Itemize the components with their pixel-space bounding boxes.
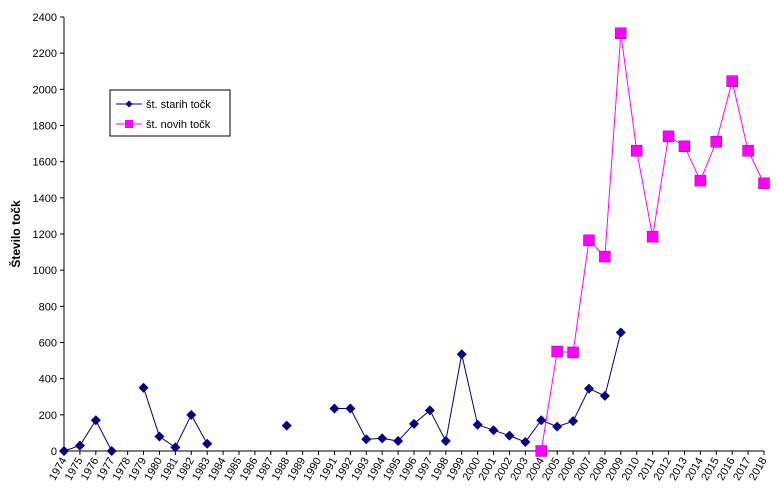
data-point (409, 418, 419, 429)
y-tick-label: 1200 (33, 229, 57, 241)
data-point (678, 140, 691, 153)
data-point (74, 440, 85, 451)
data-point (536, 415, 547, 426)
series-marks (59, 27, 770, 457)
legend-marker (125, 100, 133, 108)
data-point (662, 130, 675, 143)
data-point (138, 382, 149, 393)
y-tick-labels: 0 200 400 600 800 1000 1200 1400 1600 1800 2000 220… (33, 12, 57, 458)
data-point (170, 442, 181, 453)
data-point (599, 250, 611, 263)
legend-label: št. novih točk (146, 119, 211, 131)
data-point (615, 327, 626, 338)
data-point (552, 421, 563, 432)
data-point (440, 436, 451, 447)
y-tick-label: 2400 (33, 12, 57, 24)
legend-box (109, 89, 231, 137)
data-point (551, 345, 563, 358)
data-point (599, 390, 610, 401)
y-tick-label: 600 (39, 338, 57, 350)
data-point (488, 425, 499, 436)
data-point (59, 446, 69, 456)
data-point (630, 145, 643, 157)
data-point (377, 433, 388, 444)
data-point (106, 446, 117, 456)
axes (60, 16, 765, 455)
series-line (143, 387, 208, 449)
data-point (742, 145, 754, 157)
legend: št. starih točk št. novih točk (109, 89, 231, 137)
data-point (535, 445, 548, 457)
data-point (186, 409, 197, 420)
data-point (710, 136, 723, 148)
data-point (504, 430, 515, 441)
data-point (281, 420, 292, 431)
y-tick-label: 400 (39, 374, 57, 386)
data-point (345, 403, 356, 414)
y-tick-label: 1400 (33, 193, 57, 205)
data-point (472, 419, 483, 430)
data-point (694, 174, 707, 187)
data-point (90, 415, 101, 426)
data-point (615, 27, 627, 40)
data-point (583, 234, 595, 247)
legend-marker (125, 120, 133, 128)
y-axis-label: Število točk (8, 200, 23, 268)
series-line (63, 419, 113, 452)
data-point (568, 416, 579, 427)
data-point (758, 177, 770, 190)
data-point (393, 436, 404, 447)
data-point (361, 434, 372, 445)
y-tick-label: 1800 (33, 121, 57, 133)
data-point (424, 405, 435, 416)
y-tick-label: 200 (39, 410, 57, 422)
data-point (520, 436, 531, 447)
data-point (202, 438, 213, 449)
data-point (726, 75, 738, 87)
y-tick-label: 0 (51, 446, 57, 458)
y-tick-label: 1000 (33, 265, 57, 277)
data-point (584, 383, 594, 394)
y-tick-label: 2200 (33, 48, 57, 60)
legend-label: št. starih točk (146, 99, 211, 111)
data-point (567, 346, 579, 359)
x-tick-labels: 1974197519761977197819791980198119821983… (47, 455, 770, 482)
data-point (329, 403, 340, 414)
y-tick-label: 1600 (33, 157, 57, 169)
data-point (456, 349, 467, 360)
y-tick-label: 800 (39, 301, 57, 313)
data-point (646, 230, 659, 243)
data-point (154, 431, 165, 442)
y-tick-label: 2000 (33, 84, 57, 96)
